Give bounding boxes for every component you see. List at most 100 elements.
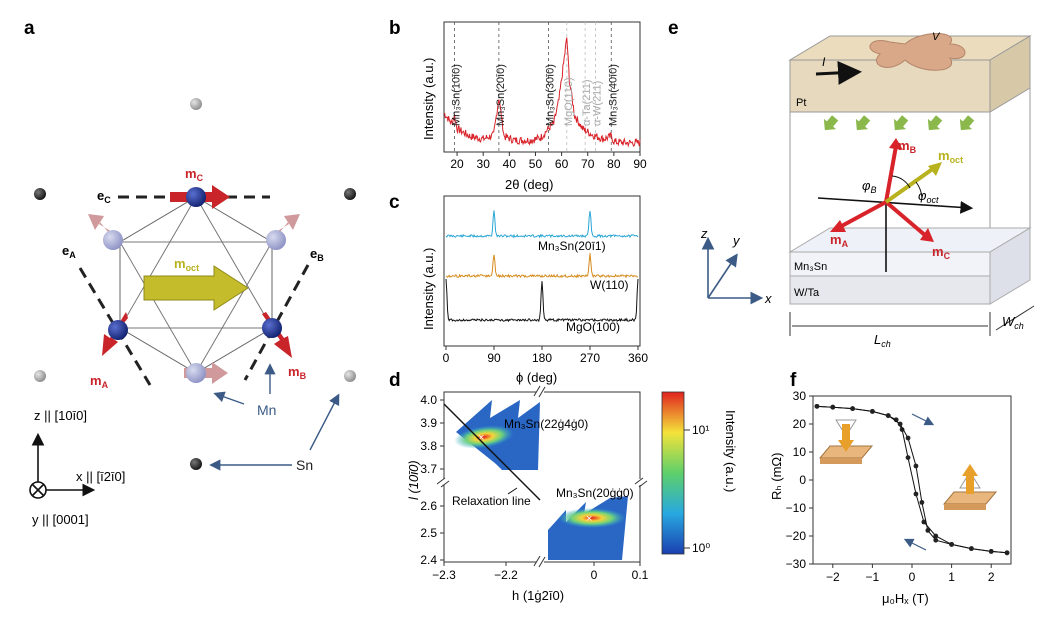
c-label-w: W(110) [590, 278, 628, 292]
e-axis-y [707, 253, 738, 299]
panel-d: × × Relaxation line Mn₃Sn(22ġ4ġ0) Mn₃Sn(… [406, 385, 738, 603]
moct-arrow [143, 265, 249, 311]
data-point [893, 417, 899, 423]
x-tick-label: 80 [607, 157, 621, 171]
sweep-arrow [911, 413, 935, 426]
f-xlabel: μ₀Hₓ (T) [882, 591, 929, 606]
e-label-phib: φB [862, 178, 877, 195]
wta-front [789, 275, 991, 305]
sn-atom [344, 370, 356, 382]
panel-letter-f: f [790, 370, 797, 391]
label-eb: eB [310, 246, 324, 263]
plot-frame-f [812, 395, 1012, 565]
axis-y-label: y || [0001] [32, 512, 89, 527]
e-label-pt: Pt [796, 97, 806, 109]
label-ec: eC [97, 188, 111, 205]
mn-moment-pink [88, 214, 112, 232]
x-tick-label: 360 [628, 351, 648, 365]
data-point [933, 537, 939, 543]
spin-current-arrow [959, 115, 975, 131]
y-tick-label: 2.6 [420, 499, 437, 513]
axis-x-label: x || [ī2ī0] [76, 469, 125, 484]
spin-current-arrow [927, 115, 943, 131]
panel-b: Mn₃Sn(10ī0) Mn₃Sn(20ī0) Mn₃Sn(30ī0) MgO(110… [421, 21, 647, 192]
x-tick-label: 2 [988, 570, 995, 584]
e-axis-y-label: y [732, 233, 741, 248]
mn3sn-top [788, 227, 1032, 253]
phi-scan-0 [445, 210, 639, 239]
e-axis-z-label: z [700, 226, 708, 241]
x-tick-label: 270 [580, 351, 600, 365]
y-tick-label: 30 [793, 389, 807, 403]
data-point [870, 409, 875, 414]
label-mn: Mn [257, 402, 276, 418]
e-label-mc: mC [932, 244, 951, 261]
data-point [899, 427, 905, 432]
data-point [933, 533, 939, 539]
colorbar [661, 391, 685, 555]
colorbar-label: Intensity (a.u.) [723, 410, 738, 492]
y-tick-label: 20 [793, 417, 807, 431]
d-ylabel: l (10ī0) [406, 460, 421, 500]
e-label-wta: W/Ta [794, 287, 820, 299]
mn-atom-dark [186, 187, 206, 207]
vector-mc [884, 200, 928, 238]
y-tick-label: −10 [786, 501, 807, 515]
sn-atom [190, 98, 202, 110]
e-a-line [78, 267, 152, 386]
mn-atom-light [186, 363, 206, 383]
peak-label: MgO(110) [563, 77, 575, 126]
colorbar-tick-top: 10¹ [692, 423, 709, 437]
data-point [913, 491, 919, 497]
mn-atom-dark [262, 318, 282, 338]
x-tick-label: 0 [443, 351, 450, 365]
data-point [814, 403, 820, 409]
triangle-down [119, 241, 273, 374]
panel-c: Mn₃Sn(20ī1) W(110) MgO(100) 0 90 180 270 360… [421, 195, 648, 385]
peak-label: Mn₃Sn(20ī0) [495, 64, 507, 126]
mn-atom-light [103, 230, 123, 250]
f-ylabel: Rₕ (mΩ) [769, 453, 784, 500]
panel-a: mC mA mB moct eC eA eB Mn Sn z || [10ī0]… [29, 98, 356, 527]
panel-letter-e: e [668, 18, 679, 39]
rsm-spot-top [454, 425, 514, 449]
x-tick-label: 60 [555, 157, 569, 171]
data-point [913, 463, 919, 469]
wch-dimension [995, 305, 1035, 331]
x-tick-label: 90 [633, 157, 647, 171]
x-tick-label: 1 [948, 570, 955, 584]
sn-pointer [309, 393, 340, 451]
e-label-wch: Wch [1002, 314, 1024, 331]
data-point [850, 406, 855, 411]
vector-mb [884, 145, 898, 203]
data-point [949, 542, 954, 547]
c-label-mn3sn: Mn₃Sn(20ī1) [538, 239, 606, 253]
mn-atom-light [266, 230, 286, 250]
e-b-line [243, 264, 310, 381]
hall-cross [869, 33, 966, 71]
data-point [905, 435, 911, 441]
pt-front [789, 59, 991, 113]
x-tick-label: −2 [826, 570, 840, 584]
sn-atom [34, 370, 46, 382]
y-tick-label: 2.4 [420, 553, 437, 567]
label-mc: mC [185, 166, 204, 183]
triangle-up [119, 196, 273, 329]
colorbar-tick-bottom: 10⁰ [692, 541, 710, 555]
d-spot-label-top: Mn₃Sn(22ġ4ġ0) [504, 417, 588, 431]
y-tick-label: 3.7 [420, 462, 437, 476]
data-point [969, 546, 974, 551]
label-mb: mB [288, 364, 307, 381]
e-label-lch: Lch [874, 332, 891, 349]
label-sn: Sn [296, 457, 313, 473]
svg-text:×: × [586, 513, 592, 525]
data-point [921, 519, 927, 525]
y-tick-label: 3.9 [420, 416, 437, 430]
e-axis-x-label: x [764, 291, 772, 306]
y-tick-label: 4.0 [420, 393, 437, 407]
phi-scan-2 [445, 278, 639, 323]
vector-moct [884, 166, 936, 204]
y-tick-label: 2.5 [420, 526, 437, 540]
